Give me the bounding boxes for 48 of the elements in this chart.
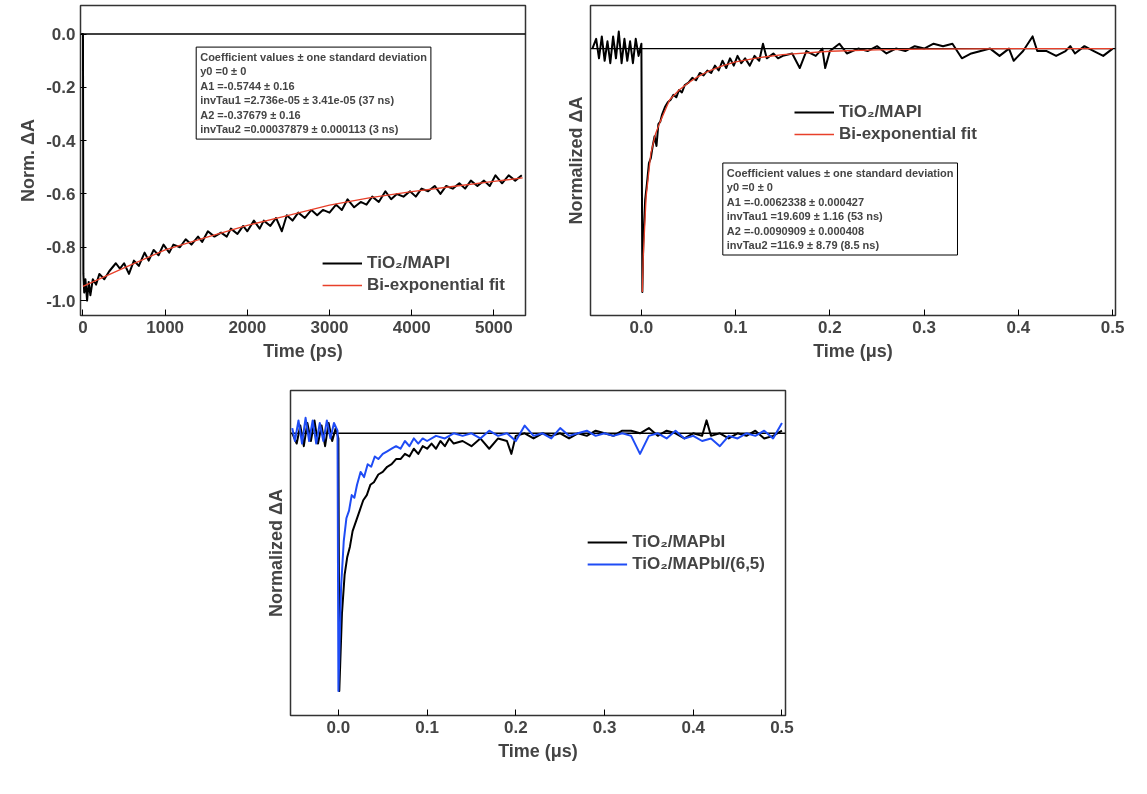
legend-label: Bi-exponential fit bbox=[367, 275, 505, 295]
annotation: A2 =-0.0090909 ± 0.000408 bbox=[726, 224, 865, 237]
x-tick-label: 0.1 bbox=[723, 317, 748, 337]
y-tick-label: -1.0 bbox=[46, 291, 76, 311]
x-tick-label: 0.3 bbox=[912, 317, 936, 337]
x-tick-label: 0.1 bbox=[415, 717, 439, 737]
x-tick-label: 0.5 bbox=[1100, 317, 1125, 337]
annotation: A1 =-0.5744 ± 0.16 bbox=[200, 79, 295, 92]
x-tick-label: 0.0 bbox=[326, 717, 351, 737]
x-tick-label: 2000 bbox=[228, 317, 267, 337]
x-tick-label: 1000 bbox=[146, 317, 185, 337]
x-tick-label: 4000 bbox=[392, 317, 431, 337]
y-axis-title: Norm. ΔA bbox=[18, 119, 39, 202]
x-tick-label: 0.4 bbox=[1006, 317, 1031, 337]
x-tick-label: 5000 bbox=[474, 317, 513, 337]
x-tick-label: 0.5 bbox=[770, 717, 794, 737]
x-tick-label: 3000 bbox=[310, 317, 349, 337]
y-tick-label: -0.4 bbox=[46, 131, 77, 151]
legend-label: TiO₂/MAPI bbox=[839, 102, 922, 122]
annotation: A2 =-0.37679 ± 0.16 bbox=[200, 108, 301, 121]
annotation: y0 =0 ± 0 bbox=[726, 181, 773, 194]
y-axis-title: Normalized ΔA bbox=[265, 489, 286, 617]
x-tick-label: 0.0 bbox=[629, 317, 654, 337]
annotation: Coefficient values ± one standard deviation bbox=[200, 51, 428, 64]
annotation: invTau2 =116.9 ± 8.79 (8.5 ns) bbox=[726, 239, 880, 251]
x-tick-label: 0.2 bbox=[818, 317, 842, 337]
x-tick-label: 0.2 bbox=[504, 717, 528, 737]
annotation: invTau2 =0.00037879 ± 0.000113 (3 ns) bbox=[200, 123, 399, 136]
y-axis-title: Normalized ΔA bbox=[565, 96, 586, 225]
annotation: invTau1 =19.609 ± 1.16 (53 ns) bbox=[726, 210, 884, 223]
y-tick-label: -0.8 bbox=[46, 238, 76, 258]
x-tick-label: 0.3 bbox=[592, 717, 617, 737]
y-tick-label: -0.2 bbox=[46, 78, 76, 98]
x-axis-title: Time (ps) bbox=[263, 340, 343, 361]
x-tick-label: 0 bbox=[78, 317, 88, 337]
x-axis-title: Time (μs) bbox=[498, 740, 578, 761]
y-tick-label: 0.0 bbox=[51, 25, 76, 45]
annotation: Coefficient values ± one standard deviation bbox=[726, 167, 954, 179]
y-tick-label: -0.6 bbox=[46, 184, 76, 204]
legend-label: TiO₂/MAPbI bbox=[632, 531, 726, 552]
x-axis-title: Time (μs) bbox=[813, 340, 893, 361]
legend-label: TiO₂/MAPI bbox=[367, 253, 450, 273]
x-tick-label: 0.4 bbox=[681, 717, 706, 737]
legend-label: Bi-exponential fit bbox=[839, 124, 977, 144]
legend-label: TiO₂/MAPbI/(6,5) bbox=[632, 553, 765, 574]
annotation: invTau1 =2.736e-05 ± 3.41e-05 (37 ns) bbox=[200, 94, 395, 107]
annotation: y0 =0 ± 0 bbox=[200, 65, 247, 78]
annotation: A1 =-0.0062338 ± 0.000427 bbox=[726, 195, 865, 208]
